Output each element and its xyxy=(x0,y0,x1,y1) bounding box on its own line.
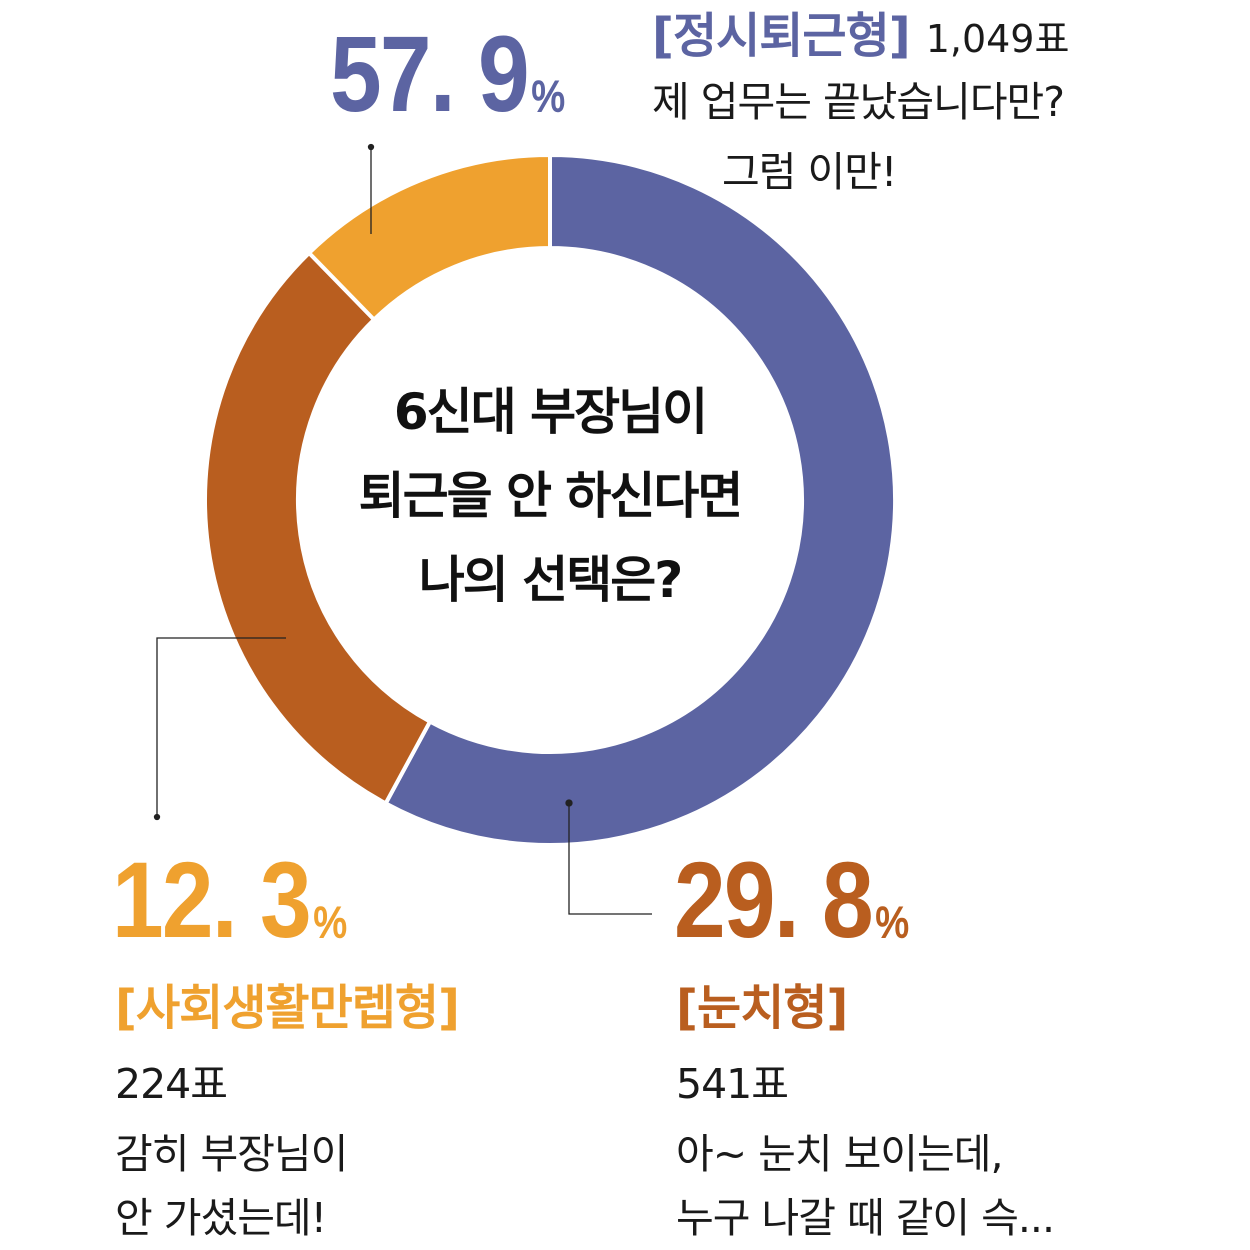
category-heading-57: [정시퇴근형] 1,049표 xyxy=(652,8,1069,66)
percent-label-57: 57. 9% xyxy=(330,20,566,128)
category-name-29: [눈치형] xyxy=(676,980,848,1036)
percent-label-12: 12. 3% xyxy=(112,846,348,954)
percent-value-12: 12. 3 xyxy=(112,839,312,960)
percent-sign-57: % xyxy=(531,72,566,121)
slice-on-time xyxy=(382,152,897,847)
votes-12: 224표 xyxy=(115,1060,228,1108)
leader-dot-57 xyxy=(367,143,375,151)
category-name-57: [정시퇴근형] xyxy=(652,8,911,64)
leader-line-12 xyxy=(156,637,286,817)
category-name-12: [사회생활만렙형] xyxy=(115,980,460,1036)
slice-social xyxy=(306,152,552,323)
percent-value-57: 57. 9 xyxy=(330,13,530,134)
percent-sign-12: % xyxy=(313,898,348,947)
chart-title-line-3: 나의 선택은? xyxy=(418,551,683,609)
votes-29: 541표 xyxy=(676,1060,789,1108)
comment-29-line-2: 누구 나갈 때 같이 슥... xyxy=(676,1194,1055,1242)
chart-title-line-2: 퇴근을 안 하신다면 xyxy=(358,467,744,525)
votes-57: 1,049표 xyxy=(925,17,1070,61)
chart-title: 6신대 부장님이 퇴근을 안 하신다면 나의 선택은? xyxy=(300,370,800,622)
leader-dot-29 xyxy=(565,799,573,807)
percent-value-29: 29. 8 xyxy=(674,839,874,960)
chart-title-line-1: 6신대 부장님이 xyxy=(393,383,708,441)
percent-sign-29: % xyxy=(875,898,910,947)
comment-57-line-2: 그럼 이만! xyxy=(722,148,897,196)
leader-dot-12 xyxy=(153,813,161,821)
leader-line-29 xyxy=(568,803,652,915)
comment-57-line-1: 제 업무는 끝났습니다만? xyxy=(652,78,1065,126)
comment-12-line-2: 안 가셨는데! xyxy=(115,1194,327,1242)
comment-12-line-1: 감히 부장님이 xyxy=(115,1130,348,1178)
slice-nunchi xyxy=(203,250,433,807)
comment-29-line-1: 아~ 눈치 보이는데, xyxy=(676,1130,1003,1178)
percent-label-29: 29. 8% xyxy=(674,846,910,954)
